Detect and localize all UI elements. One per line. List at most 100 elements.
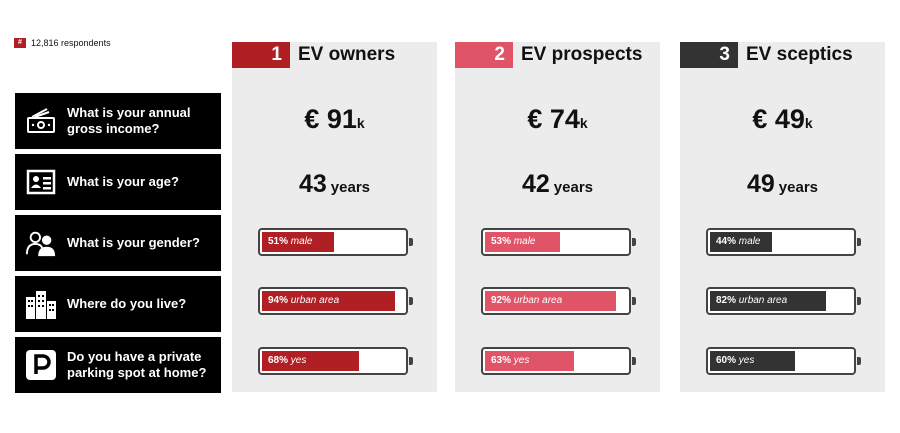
buildings-icon [25,288,57,320]
battery-caption: yes [513,355,530,366]
battery-tip [857,238,861,246]
question-income-text: What is your annual gross income? [67,105,191,136]
battery-gender: 44% male [706,228,861,256]
income-amount: € 74 [527,104,580,134]
income-unit: k [356,115,365,131]
question-gender: What is your gender? [15,215,221,271]
battery-gender: 51% male [258,228,413,256]
battery-percent: 44% [716,236,737,247]
question-live-text: Where do you live? [67,296,187,311]
group-number: 1 [232,42,290,68]
battery-caption: yes [290,355,307,366]
income-amount: € 49 [752,104,805,134]
battery-caption: urban area [290,295,340,306]
battery-fill [710,232,772,252]
question-parking-text: Do you have a private parking spot at ho… [67,349,207,380]
money-icon [25,105,57,137]
battery-label: 82% urban area [716,289,787,313]
hash-icon: # [14,38,26,48]
battery-tip [632,297,636,305]
battery-tip [857,357,861,365]
age-number: 49 [746,170,775,198]
column-ev-prospects: 2 EV prospects € 74k 42 years 53% male 92% urb… [455,42,660,392]
battery-percent: 94% [268,295,289,306]
battery-label: 68% yes [268,349,306,373]
group-name: EV prospects [521,44,643,65]
battery-fill [262,351,359,371]
income-value: € 74k [455,104,660,135]
battery-label: 60% yes [716,349,754,373]
battery-percent: 53% [491,236,512,247]
battery-caption: urban area [513,295,563,306]
column-ev-sceptics: 3 EV sceptics € 49k 49 years 44% male 82% urba… [680,42,885,392]
battery-fill [485,351,574,371]
battery-fill [710,291,826,311]
battery-tip [409,297,413,305]
battery-urban: 94% urban area [258,287,413,315]
battery-gender: 53% male [481,228,636,256]
battery-percent: 82% [716,295,737,306]
age-value: 42 years [455,170,660,199]
question-live: Where do you live? [15,276,221,332]
people-icon [25,227,57,259]
age-value: 43 years [232,170,437,199]
battery-parking: 68% yes [258,347,413,375]
battery-tip [632,238,636,246]
battery-parking: 63% yes [481,347,636,375]
question-income: What is your annual gross income? [15,93,221,149]
group-number: 3 [680,42,738,68]
battery-tip [857,297,861,305]
battery-fill [485,291,616,311]
battery-label: 51% male [268,230,312,254]
battery-fill [262,232,334,252]
battery-label: 53% male [491,230,535,254]
group-header: 2 EV prospects [455,42,642,68]
question-parking: Do you have a private parking spot at ho… [15,337,221,393]
battery-label: 63% yes [491,349,529,373]
question-gender-text: What is your gender? [67,235,200,250]
battery-caption: male [513,236,536,247]
battery-percent: 92% [491,295,512,306]
age-unit: years [778,179,819,196]
respondents-text: 12,816 respondents [31,38,111,48]
income-value: € 49k [680,104,885,135]
group-number: 2 [455,42,513,68]
battery-tip [409,238,413,246]
battery-caption: male [738,236,761,247]
group-header: 1 EV owners [232,42,395,68]
question-age-text: What is your age? [67,174,179,189]
battery-urban: 92% urban area [481,287,636,315]
battery-urban: 82% urban area [706,287,861,315]
battery-label: 44% male [716,230,760,254]
battery-tip [632,357,636,365]
id-card-icon [25,166,57,198]
respondents-count: # 12,816 respondents [14,38,111,48]
income-value: € 91k [232,104,437,135]
column-ev-owners: 1 EV owners € 91k 43 years 51% male 94% urban … [232,42,437,392]
battery-fill [710,351,795,371]
battery-label: 92% urban area [491,289,562,313]
battery-caption: urban area [738,295,788,306]
battery-caption: male [290,236,313,247]
battery-fill [262,291,395,311]
battery-percent: 63% [491,355,512,366]
parking-icon [25,349,57,381]
income-unit: k [579,115,588,131]
battery-percent: 68% [268,355,289,366]
battery-tip [409,357,413,365]
battery-caption: yes [738,355,755,366]
income-unit: k [804,115,813,131]
group-name: EV sceptics [746,44,853,65]
age-number: 43 [298,170,327,198]
battery-percent: 51% [268,236,289,247]
battery-percent: 60% [716,355,737,366]
age-value: 49 years [680,170,885,199]
battery-fill [485,232,560,252]
income-amount: € 91 [304,104,357,134]
battery-label: 94% urban area [268,289,339,313]
battery-parking: 60% yes [706,347,861,375]
group-name: EV owners [298,44,396,65]
group-header: 3 EV sceptics [680,42,853,68]
age-unit: years [553,179,594,196]
age-number: 42 [521,170,550,198]
